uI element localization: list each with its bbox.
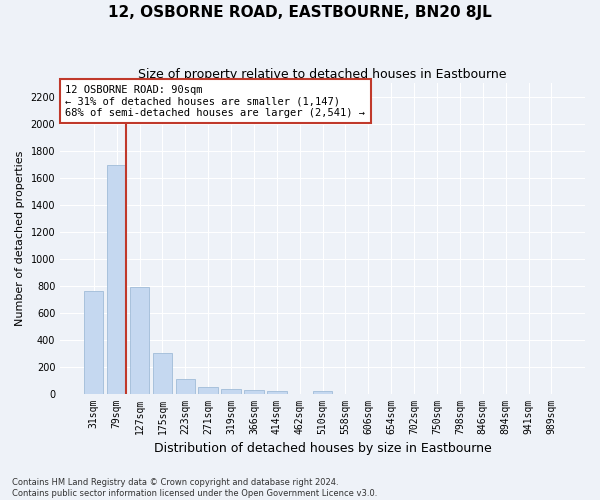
Bar bbox=[244, 390, 263, 394]
Bar bbox=[176, 378, 195, 394]
Bar bbox=[152, 353, 172, 394]
Y-axis label: Number of detached properties: Number of detached properties bbox=[15, 150, 25, 326]
Bar bbox=[130, 287, 149, 394]
Bar bbox=[221, 389, 241, 394]
Text: 12 OSBORNE ROAD: 90sqm
← 31% of detached houses are smaller (1,147)
68% of semi-: 12 OSBORNE ROAD: 90sqm ← 31% of detached… bbox=[65, 84, 365, 118]
Text: Contains HM Land Registry data © Crown copyright and database right 2024.
Contai: Contains HM Land Registry data © Crown c… bbox=[12, 478, 377, 498]
X-axis label: Distribution of detached houses by size in Eastbourne: Distribution of detached houses by size … bbox=[154, 442, 491, 455]
Title: Size of property relative to detached houses in Eastbourne: Size of property relative to detached ho… bbox=[139, 68, 507, 80]
Bar bbox=[84, 291, 103, 394]
Bar bbox=[199, 388, 218, 394]
Bar bbox=[313, 391, 332, 394]
Bar bbox=[107, 166, 127, 394]
Text: 12, OSBORNE ROAD, EASTBOURNE, BN20 8JL: 12, OSBORNE ROAD, EASTBOURNE, BN20 8JL bbox=[108, 5, 492, 20]
Bar bbox=[267, 391, 287, 394]
